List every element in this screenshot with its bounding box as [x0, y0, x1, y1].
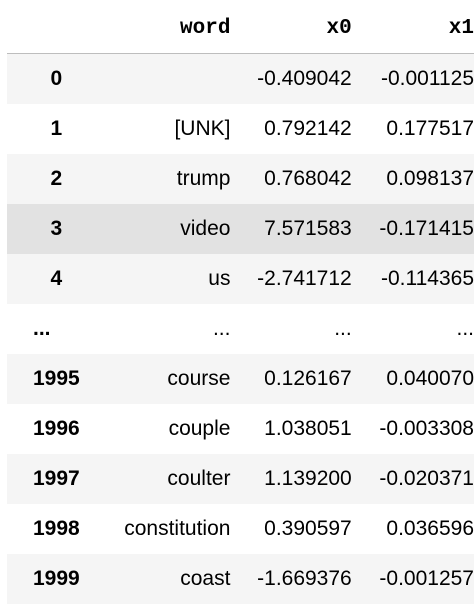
cell-x1: 0.036596 — [386, 517, 474, 540]
cell-x0: 0.768042 — [264, 167, 352, 190]
dataframe-table: word x0 x1 0 -0.409042 -0.001125 1 [UNK]… — [7, 3, 474, 604]
cell-word: us — [208, 267, 231, 290]
cell-x1: -0.171415 — [379, 217, 474, 240]
table-row: 0 -0.409042 -0.001125 — [7, 53, 474, 105]
row-index: 3 — [50, 217, 63, 240]
table-row: 1998 constitution 0.390597 0.036596 — [7, 504, 474, 554]
row-index: 1 — [50, 117, 63, 140]
cell-x0: 1.139200 — [264, 467, 352, 490]
table-row-hovered: 3 video 7.571583 -0.171415 — [7, 204, 474, 254]
cell-word: course — [167, 367, 231, 390]
cell-x0: 0.390597 — [264, 517, 352, 540]
row-index: 2 — [50, 167, 63, 190]
cell-x0: ... — [334, 317, 352, 340]
header-row: word x0 x1 — [7, 3, 474, 54]
column-header-x0: x0 — [230, 3, 352, 54]
cell-x0: 1.038051 — [264, 417, 352, 440]
table-row: 1997 coulter 1.139200 -0.020371 — [7, 454, 474, 504]
table-row: 1 [UNK] 0.792142 0.177517 — [7, 104, 474, 154]
cell-word: trump — [176, 167, 231, 190]
table-row: 1995 course 0.126167 0.040070 — [7, 354, 474, 404]
cell-word: [UNK] — [174, 117, 231, 140]
column-header-word: word — [105, 3, 231, 54]
cell-x0: 7.571583 — [264, 217, 352, 240]
index-header — [7, 3, 106, 54]
cell-x0: -0.409042 — [257, 67, 352, 90]
cell-x1: ... — [456, 317, 474, 340]
table-row: 1996 couple 1.038051 -0.003308 — [7, 404, 474, 454]
column-header-x1: x1 — [351, 3, 474, 54]
cell-x1: -0.001125 — [380, 67, 474, 90]
table-row: 1999 coast -1.669376 -0.001257 — [7, 554, 474, 604]
cell-word: coulter — [167, 467, 231, 490]
table-row: 4 us -2.741712 -0.114365 — [7, 254, 474, 304]
cell-word: coast — [180, 567, 231, 590]
cell-x0: -2.741712 — [257, 267, 352, 290]
row-index: 1998 — [32, 517, 80, 540]
cell-x1: 0.098137 — [386, 167, 474, 190]
cell-x0: 0.126167 — [264, 367, 352, 390]
row-index: 1997 — [32, 467, 80, 490]
row-index: 0 — [50, 67, 63, 90]
row-index: ... — [33, 317, 51, 340]
row-index: 1995 — [32, 367, 80, 390]
table-row: 2 trump 0.768042 0.098137 — [7, 154, 474, 204]
cell-x1: -0.114365 — [380, 267, 474, 290]
cell-x1: -0.020371 — [379, 467, 474, 490]
cell-word: couple — [168, 417, 231, 440]
cell-x1: -0.001257 — [379, 567, 474, 590]
cell-word — [106, 54, 231, 105]
row-index: 1996 — [32, 417, 80, 440]
cell-word: ... — [212, 317, 231, 340]
cell-x1: 0.177517 — [386, 117, 474, 140]
cell-x1: 0.040070 — [386, 367, 474, 390]
cell-word: constitution — [124, 517, 231, 540]
table-row-ellipsis: ... ... ... ... — [7, 304, 474, 354]
cell-x1: -0.003308 — [379, 417, 474, 440]
cell-x0: -1.669376 — [257, 567, 352, 590]
cell-word: video — [180, 217, 231, 240]
cell-x0: 0.792142 — [264, 117, 352, 140]
row-index: 4 — [50, 267, 63, 290]
row-index: 1999 — [32, 567, 80, 590]
